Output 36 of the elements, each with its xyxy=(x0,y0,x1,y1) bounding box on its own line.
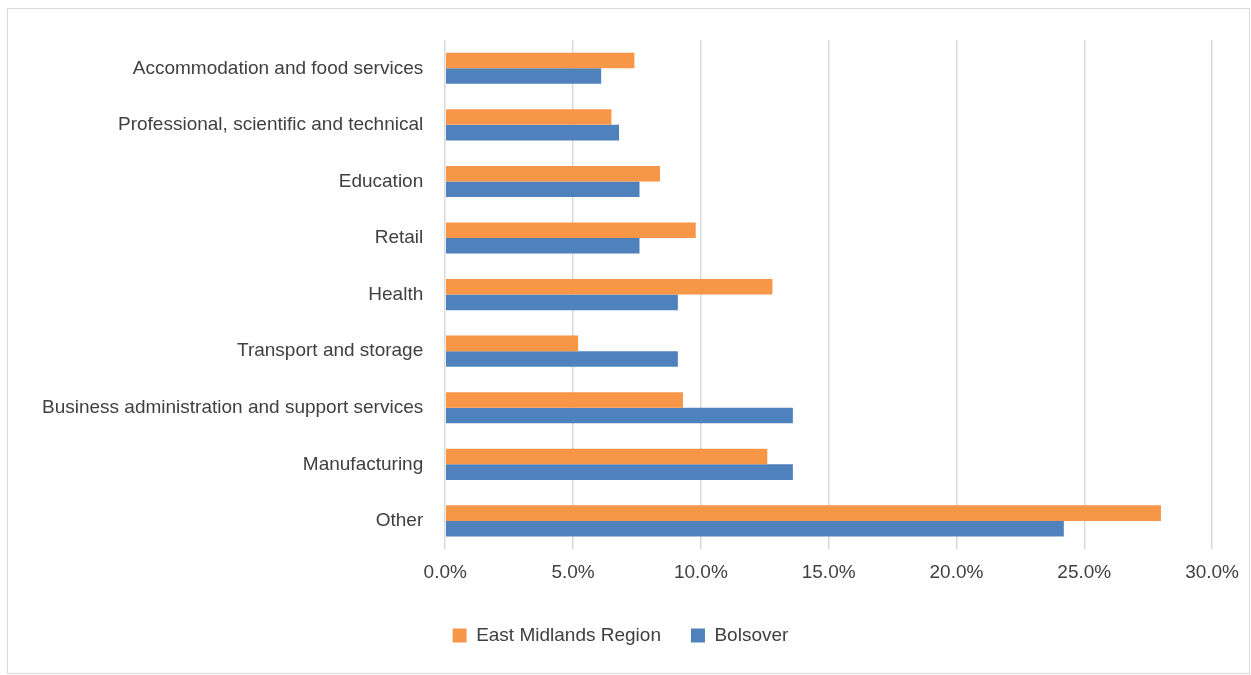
y-tick-label: Retail xyxy=(374,226,424,248)
bar xyxy=(445,392,683,408)
bar xyxy=(445,52,635,69)
bar xyxy=(445,165,660,182)
x-tick-label: 25.0% xyxy=(1057,560,1112,582)
x-tick-label: 20.0% xyxy=(929,560,984,582)
bar xyxy=(445,335,579,352)
bar xyxy=(445,279,773,295)
bar xyxy=(445,407,793,424)
y-tick-label: Education xyxy=(338,169,424,191)
legend-label: Bolsover xyxy=(714,623,790,645)
bar xyxy=(445,68,602,84)
bar xyxy=(445,520,1064,537)
y-tick-label: Professional, scientific and technical xyxy=(118,113,424,135)
y-tick-label: Health xyxy=(368,282,424,304)
x-tick-label: 10.0% xyxy=(673,560,728,582)
bar xyxy=(445,505,1161,521)
bar xyxy=(445,294,678,311)
legend-label: East Midlands Region xyxy=(476,623,661,645)
y-tick-label: Business administration and support services xyxy=(41,395,424,417)
x-tick-label: 0.0% xyxy=(423,560,467,582)
x-tick-label: 30.0% xyxy=(1185,560,1240,582)
bar xyxy=(445,109,612,125)
x-tick-label: 5.0% xyxy=(551,560,595,582)
bar xyxy=(445,448,768,465)
bar xyxy=(445,181,640,197)
bar xyxy=(445,238,640,254)
y-tick-label: Accommodation and food services xyxy=(132,56,424,78)
bar xyxy=(445,222,696,239)
x-tick-label: 15.0% xyxy=(801,560,856,582)
bar xyxy=(445,464,793,480)
bar xyxy=(445,351,678,367)
y-tick-label: Transport and storage xyxy=(237,339,424,361)
bar xyxy=(445,124,620,141)
y-tick-label: Other xyxy=(375,509,424,531)
y-tick-label: Manufacturing xyxy=(302,452,424,474)
